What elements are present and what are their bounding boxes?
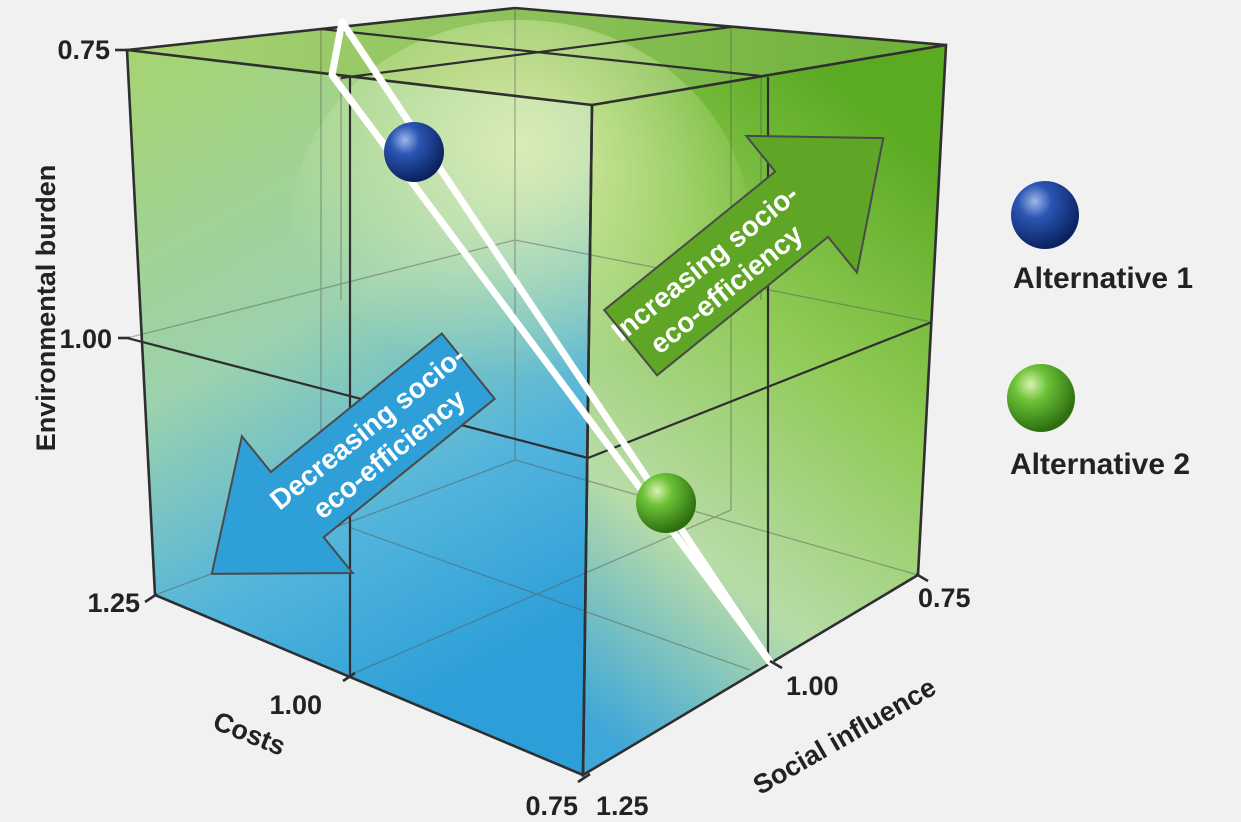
z-tick-1.00: 1.00 <box>786 671 839 701</box>
y-tick-1.25: 1.25 <box>87 588 140 618</box>
efficiency-triangle <box>328 18 774 666</box>
y-tick-0.75: 0.75 <box>57 35 110 65</box>
legend-alternative-2-label: Alternative 2 <box>1010 448 1191 481</box>
alternative-1-point <box>384 122 444 182</box>
z-axis-label: Social influence <box>748 672 941 801</box>
x-tick-1.00: 1.00 <box>269 690 322 720</box>
alternative-2-point <box>636 473 696 533</box>
tick-marks <box>115 48 929 784</box>
cube-grid-lines <box>126 8 933 676</box>
z-tick-1.25: 1.25 <box>596 791 649 821</box>
cube-front-grid <box>126 25 933 675</box>
y-tick-1.00: 1.00 <box>59 324 112 354</box>
cube-highlight <box>290 20 750 440</box>
legend-alternative-2-icon <box>1007 364 1075 432</box>
legend-alternative-1-icon <box>1011 181 1079 249</box>
legend-alternative-1-label: Alternative 1 <box>1013 262 1194 295</box>
x-tick-0.75: 0.75 <box>525 791 578 821</box>
z-tick-0.75: 0.75 <box>918 583 971 613</box>
y-axis-label: Environmental burden <box>31 165 61 452</box>
